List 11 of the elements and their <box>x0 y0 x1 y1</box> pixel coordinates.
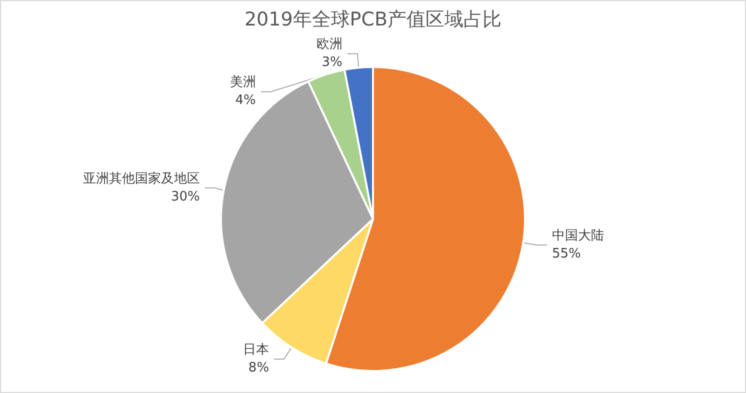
data-label: 55% <box>552 246 581 262</box>
data-label: 30% <box>171 189 200 204</box>
slice-label: 美洲 <box>230 74 256 90</box>
data-label: 4% <box>235 93 256 108</box>
slice-label: 亚洲其他国家及地区 <box>82 170 200 186</box>
slice-label: 中国大陆 <box>552 228 604 244</box>
chart-title: 2019年全球PCB产值区域占比 <box>244 8 502 30</box>
data-label: 8% <box>248 360 270 376</box>
slice-label: 欧洲 <box>316 37 342 52</box>
slice-label: 日本 <box>243 342 270 358</box>
data-label: 3% <box>322 55 342 70</box>
